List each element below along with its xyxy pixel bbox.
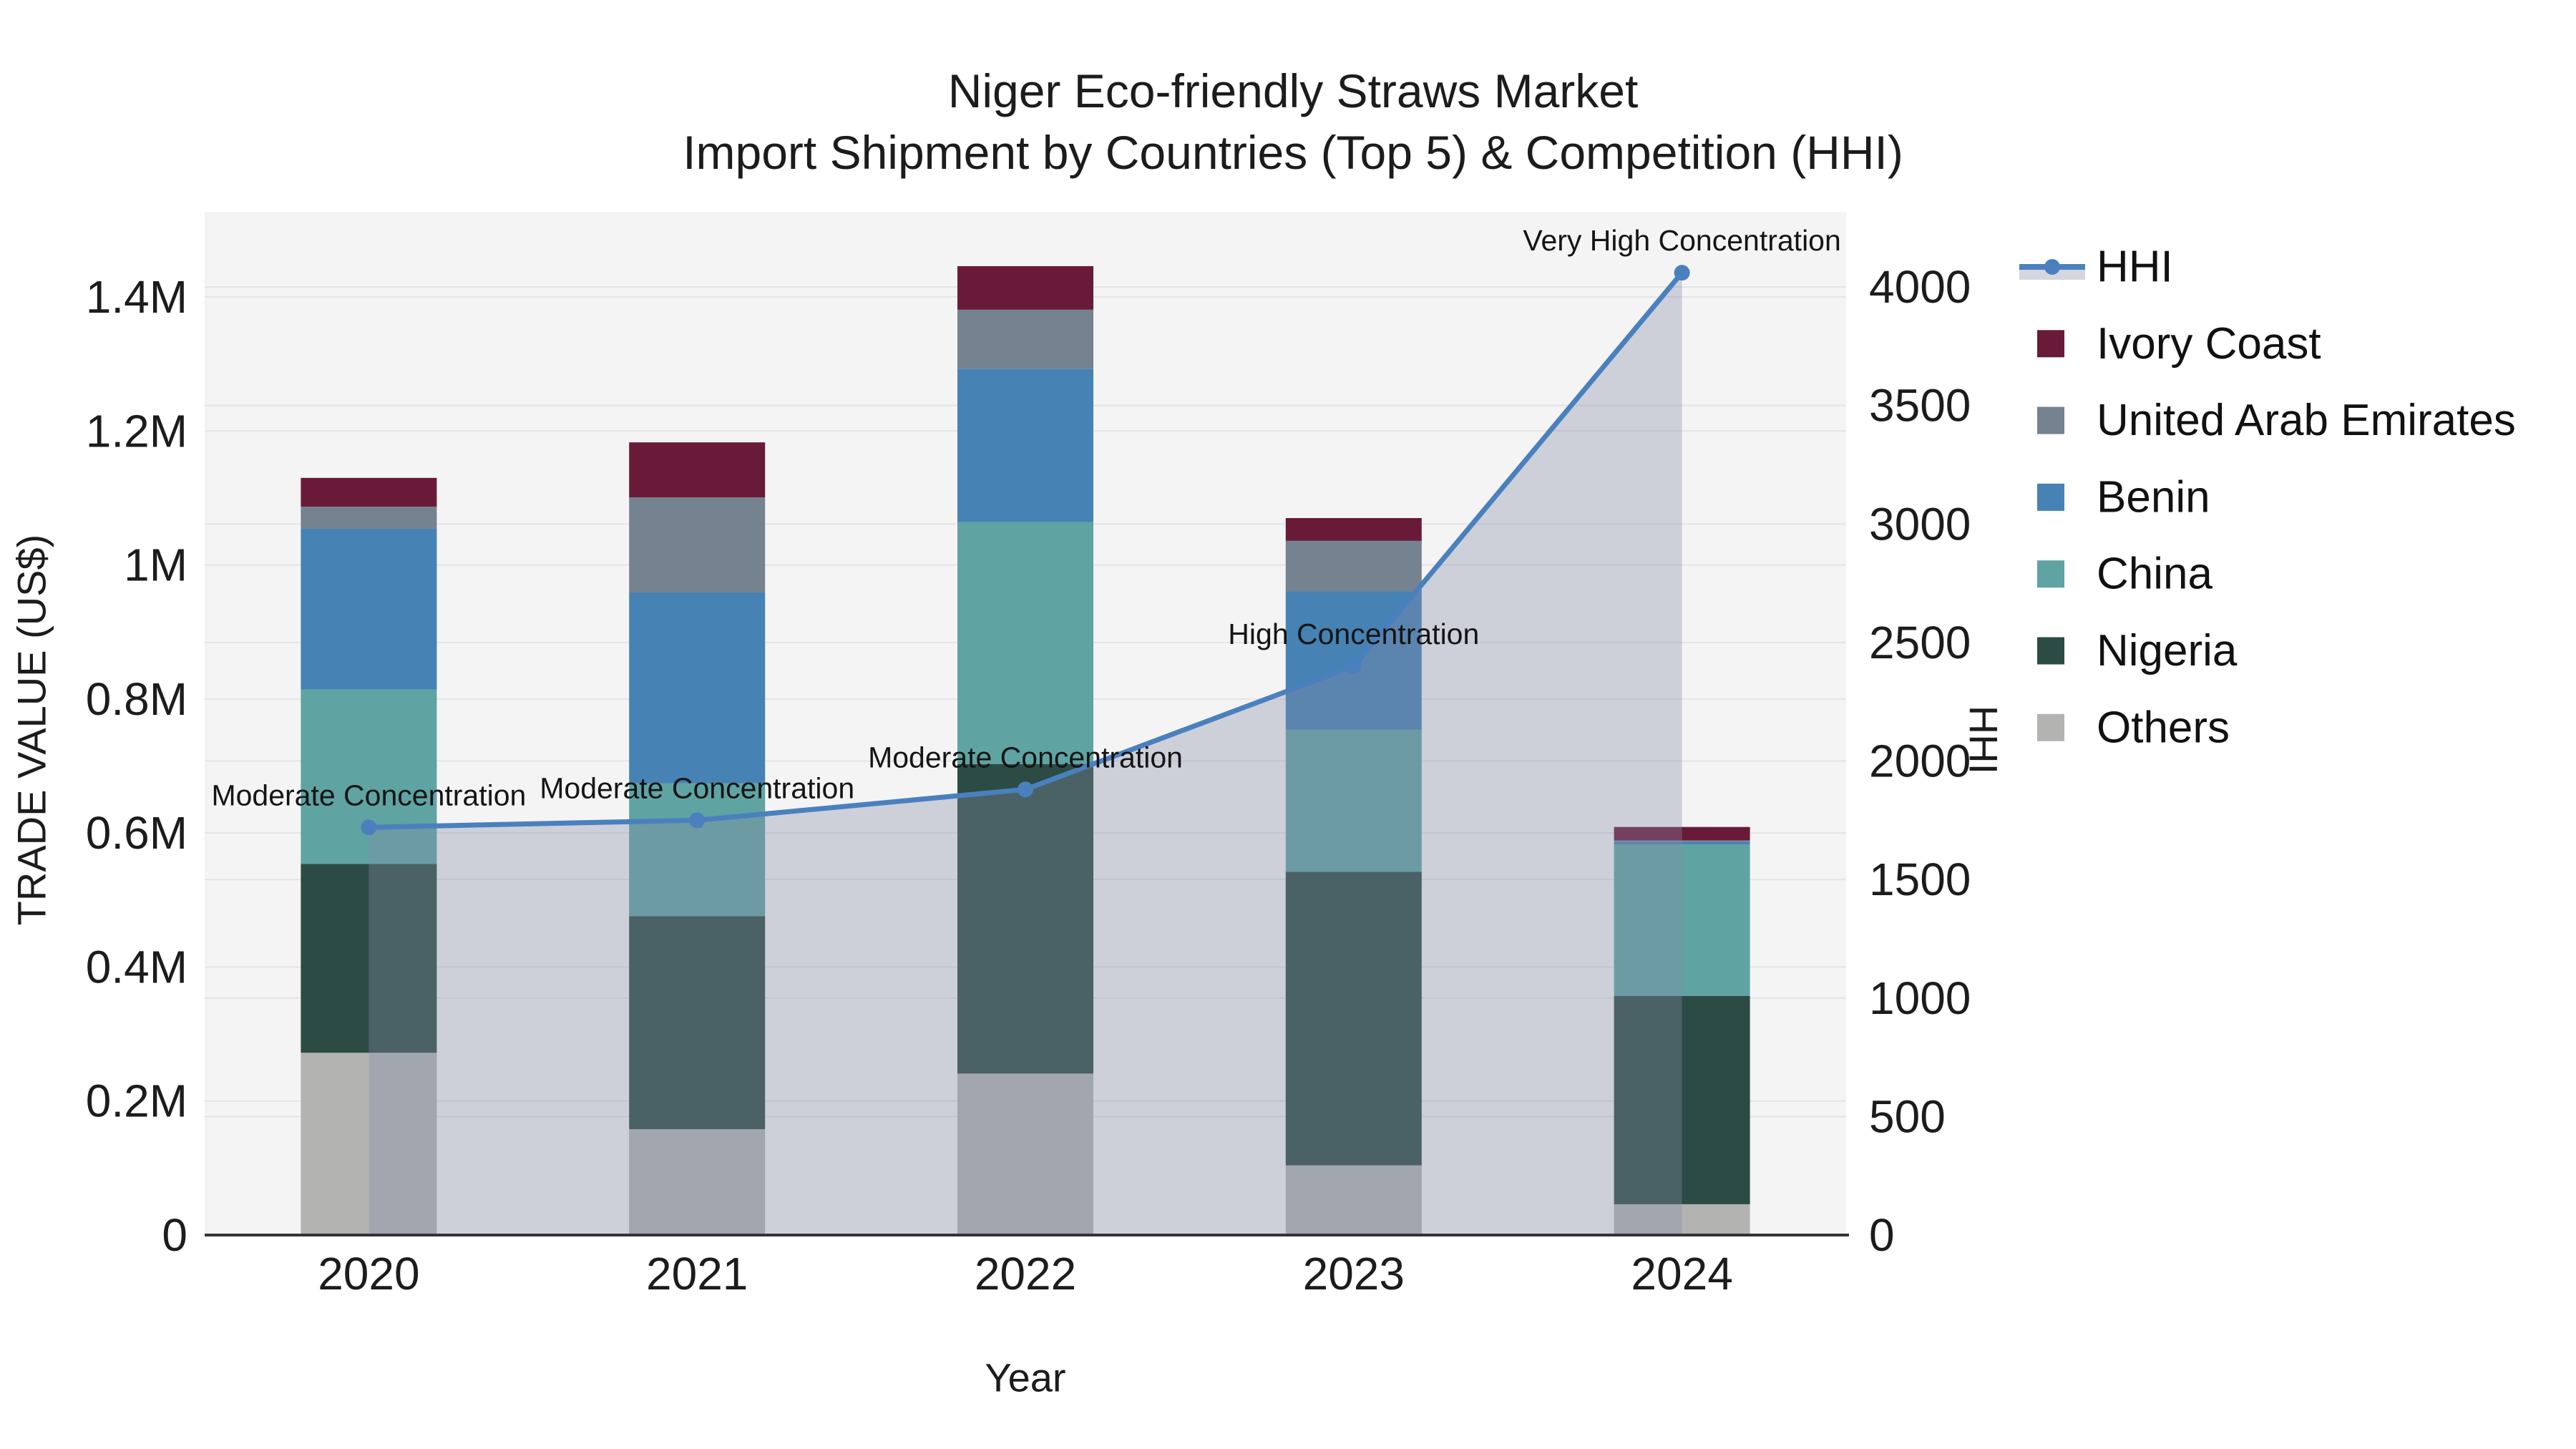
legend-hhi-marker-sample: [2044, 259, 2060, 275]
bar-2022-others[interactable]: [957, 1073, 1093, 1235]
bar-2020-united-arab-emirates[interactable]: [301, 507, 437, 530]
y1-tick-label-1M: 1M: [124, 540, 187, 591]
legend-item-others[interactable]: Others: [2037, 703, 2230, 752]
bar-2024-ivory-coast[interactable]: [1614, 826, 1750, 841]
bar-2022-united-arab-emirates[interactable]: [957, 309, 1093, 369]
y1-tick-label-1.2M: 1.2M: [86, 405, 187, 457]
hhi-line-layer: [361, 265, 1690, 836]
annotation-2020: Moderate Concentration: [211, 779, 526, 811]
legend-label-china: China: [2097, 550, 2213, 599]
legend-item-china[interactable]: China: [2037, 550, 2213, 599]
annotations-layer: Moderate Concentration Moderate Concentra…: [211, 224, 1840, 811]
bar-2020-ivory-coast[interactable]: [301, 477, 437, 507]
hhi-marker-2021[interactable]: [689, 812, 706, 829]
bar-2020-nigeria[interactable]: [301, 864, 437, 1053]
bars-layer: [301, 265, 1750, 1235]
hhi-area-layer: [369, 273, 1682, 1235]
bar-2020-benin[interactable]: [301, 529, 437, 690]
y2-tick-label-1500: 1500: [1869, 854, 1971, 905]
legend-item-benin[interactable]: Benin: [2037, 472, 2210, 522]
bar-2023-china[interactable]: [1285, 729, 1422, 872]
legend-label-nigeria: Nigeria: [2097, 626, 2238, 675]
bar-2024-others[interactable]: [1614, 1204, 1750, 1235]
chart-title-line1: Niger Eco-friendly Straws Market: [948, 64, 1639, 117]
y2-tick-label-4000: 4000: [1869, 261, 1971, 313]
bar-2021-benin[interactable]: [629, 592, 766, 784]
bar-2023-ivory-coast[interactable]: [1285, 518, 1422, 541]
legend-swatch-united-arab-emirates: [2037, 406, 2064, 434]
bar-2023-nigeria[interactable]: [1285, 872, 1422, 1166]
legend-swatch-china: [2037, 560, 2064, 588]
bar-2022-ivory-coast[interactable]: [957, 265, 1093, 310]
y2-tick-label-2000: 2000: [1869, 736, 1971, 787]
legend-item-ivory-coast[interactable]: Ivory Coast: [2037, 319, 2321, 369]
y1-tick-label-0: 0: [162, 1209, 187, 1261]
legend-item-hhi[interactable]: HHI: [2019, 243, 2173, 292]
x-axis-title: Year: [985, 1355, 1065, 1400]
bar-2024-benin[interactable]: [1614, 841, 1750, 845]
hhi-marker-2020[interactable]: [361, 819, 377, 836]
bar-2022-china[interactable]: [957, 522, 1093, 764]
annotation-2023: High Concentration: [1228, 618, 1479, 650]
bar-2024-nigeria[interactable]: [1614, 995, 1750, 1204]
y1-axis-title: TRADE VALUE (US$): [9, 535, 54, 926]
y1-tick-label-0.2M: 0.2M: [86, 1075, 187, 1127]
legend-label-ivory-coast: Ivory Coast: [2097, 319, 2321, 369]
y2-axis-title: HHI: [1961, 706, 2006, 774]
bar-2024-united-arab-emirates[interactable]: [1614, 840, 1750, 842]
bar-2021-united-arab-emirates[interactable]: [629, 497, 766, 592]
annotation-2024: Very High Concentration: [1523, 224, 1840, 257]
legend-swatch-benin: [2037, 483, 2064, 511]
bar-2021-nigeria[interactable]: [629, 916, 766, 1130]
legend: HHI Ivory Coast United Arab Emirates Benin C…: [2019, 243, 2516, 752]
legend-swatch-nigeria: [2037, 637, 2064, 665]
x-tick-label-2023: 2023: [1303, 1248, 1405, 1299]
legend-label-others: Others: [2097, 703, 2230, 752]
bar-2024-china[interactable]: [1614, 844, 1750, 996]
y2-tick-label-2500: 2500: [1869, 617, 1971, 668]
bar-2021-china[interactable]: [629, 783, 766, 917]
x-tick-label-2024: 2024: [1631, 1248, 1732, 1299]
bar-2023-others[interactable]: [1285, 1165, 1422, 1235]
legend-label-united-arab-emirates: United Arab Emirates: [2097, 396, 2516, 445]
annotation-2021: Moderate Concentration: [540, 771, 854, 804]
hhi-area-fill: [369, 273, 1682, 1235]
legend-label-hhi: HHI: [2097, 243, 2173, 292]
hhi-marker-2023[interactable]: [1345, 658, 1362, 674]
tick-labels-layer: 0 0.2M 0.4M 0.6M 0.8M 1M 1.2M 1.4M 0 500 1000 1500 2…: [86, 261, 1971, 1299]
bar-2021-ivory-coast[interactable]: [629, 442, 766, 497]
annotation-2022: Moderate Concentration: [868, 741, 1183, 774]
x-tick-label-2020: 2020: [318, 1248, 419, 1299]
y1-tick-label-1.4M: 1.4M: [86, 271, 187, 323]
y1-tick-label-0.8M: 0.8M: [86, 673, 187, 725]
bar-2020-others[interactable]: [301, 1053, 437, 1235]
bar-2022-nigeria[interactable]: [957, 763, 1093, 1074]
legend-item-nigeria[interactable]: Nigeria: [2037, 626, 2238, 675]
bar-2022-benin[interactable]: [957, 369, 1093, 522]
y2-tick-label-1000: 1000: [1869, 972, 1971, 1024]
x-tick-label-2021: 2021: [646, 1248, 748, 1299]
hhi-marker-2022[interactable]: [1018, 781, 1033, 798]
y1-tick-label-0.4M: 0.4M: [86, 941, 187, 992]
y2-tick-label-3500: 3500: [1869, 380, 1971, 431]
legend-item-united-arab-emirates[interactable]: United Arab Emirates: [2037, 396, 2516, 445]
legend-swatch-ivory-coast: [2037, 330, 2064, 358]
legend-label-benin: Benin: [2097, 472, 2210, 522]
y1-tick-label-0.6M: 0.6M: [86, 807, 187, 859]
hhi-marker-2024[interactable]: [1674, 265, 1690, 281]
x-tick-label-2022: 2022: [975, 1248, 1076, 1299]
y2-tick-label-500: 500: [1869, 1091, 1946, 1142]
y2-tick-label-3000: 3000: [1869, 498, 1971, 550]
bar-2023-united-arab-emirates[interactable]: [1285, 540, 1422, 592]
bar-2021-others[interactable]: [629, 1129, 766, 1235]
y2-tick-label-0: 0: [1869, 1209, 1895, 1261]
legend-swatch-others: [2037, 713, 2064, 741]
chart-title-line2: Import Shipment by Countries (Top 5) & C…: [683, 126, 1903, 179]
